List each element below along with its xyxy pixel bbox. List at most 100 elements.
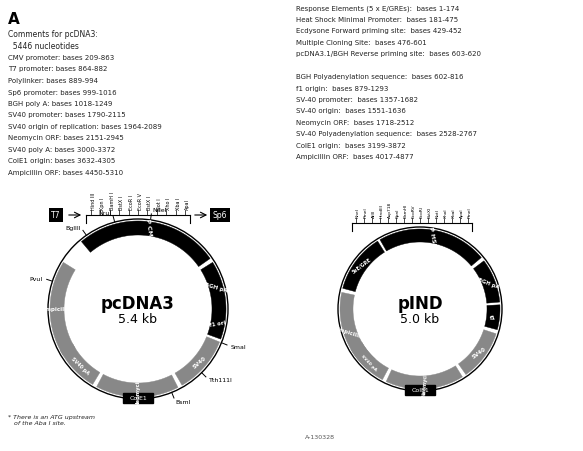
Text: Kpn I: Kpn I [100,197,105,210]
Text: * There is an ATG upstream
   of the Aba I site.: * There is an ATG upstream of the Aba I … [8,414,95,425]
Polygon shape [201,263,226,309]
Text: Hind III: Hind III [91,192,96,210]
Text: SV40 pA: SV40 pA [360,353,378,371]
Text: AflII: AflII [372,209,376,217]
Text: ApaI: ApaI [460,208,464,217]
Text: PmeI: PmeI [468,207,472,217]
Text: HindIII: HindIII [380,204,384,217]
Text: Ampicillin: Ampicillin [335,325,365,339]
Text: Ecdysone Forward priming site:  bases 429-452: Ecdysone Forward priming site: bases 429… [296,28,462,34]
Text: Multiple Cloning Site:  bases 476-601: Multiple Cloning Site: bases 476-601 [296,39,427,46]
Text: Tth111I: Tth111I [209,377,233,382]
Text: XhoI: XhoI [444,208,448,217]
Text: EcoR V: EcoR V [138,193,143,210]
Text: BGH pA: BGH pA [204,281,228,293]
Text: Sp6: Sp6 [213,211,227,220]
Text: EcoR I: EcoR I [128,194,134,210]
Text: EcoRV: EcoRV [412,204,416,217]
Text: SV40 pA: SV40 pA [70,356,90,375]
Text: Polylinker: bases 889-994: Polylinker: bases 889-994 [8,78,98,84]
Text: Response Elements (5 x E/GREs):  bases 1-174: Response Elements (5 x E/GREs): bases 1-… [296,5,459,11]
Text: Neomycin ORF:  bases 1718-2512: Neomycin ORF: bases 1718-2512 [296,120,415,126]
Text: SV40 origin of replication: bases 1964-2089: SV40 origin of replication: bases 1964-2… [8,124,161,130]
Text: NruI: NruI [99,211,112,216]
Text: Not I: Not I [157,198,162,210]
Text: T7: T7 [51,211,61,220]
Text: 5xE/GRE: 5xE/GRE [351,256,372,274]
Text: SmaI: SmaI [231,344,247,349]
Text: 5.0 kb: 5.0 kb [401,313,440,326]
Text: BamHI: BamHI [404,203,408,217]
Text: Neomycin ORF: bases 2151-2945: Neomycin ORF: bases 2151-2945 [8,135,124,141]
Polygon shape [386,366,462,389]
Text: P CMV: P CMV [145,218,153,241]
Text: BGH pA: BGH pA [477,276,500,290]
Text: SV40 poly A: bases 3000-3372: SV40 poly A: bases 3000-3372 [8,147,115,152]
Text: BstX I: BstX I [119,195,124,210]
Text: Ampicillin ORF: bases 4450-5310: Ampicillin ORF: bases 4450-5310 [8,170,123,175]
Text: P HSP: P HSP [429,226,437,248]
Text: Comments for pcDNA3:
  5446 nucleotides: Comments for pcDNA3: 5446 nucleotides [8,30,98,51]
Text: BsmI: BsmI [175,399,191,405]
Text: Ampicillin: Ampicillin [41,307,72,312]
Text: Neomycin: Neomycin [135,376,141,405]
Polygon shape [380,230,482,267]
Polygon shape [351,343,388,380]
Polygon shape [60,344,100,385]
Text: BGH Polyadenylation sequence:  bases 602-816: BGH Polyadenylation sequence: bases 602-… [296,74,463,80]
Polygon shape [82,221,210,267]
Text: Neomycin: Neomycin [422,369,429,396]
Text: Asp718: Asp718 [388,201,392,217]
Text: Sp6 promoter: bases 999-1016: Sp6 promoter: bases 999-1016 [8,89,117,95]
Text: Xba I: Xba I [176,197,181,210]
Text: SV40: SV40 [472,346,487,359]
Text: SV40 promoter: bases 1790-2115: SV40 promoter: bases 1790-2115 [8,112,125,118]
Text: Xho I: Xho I [166,197,171,210]
Text: ColE1 origin: bases 3632-4305: ColE1 origin: bases 3632-4305 [8,158,115,164]
Text: pIND: pIND [397,295,443,312]
Text: BstX I: BstX I [147,195,153,210]
Text: SV-40 origin:  bases 1551-1636: SV-40 origin: bases 1551-1636 [296,108,406,114]
Text: SV40: SV40 [191,355,207,369]
Text: ApaI: ApaI [185,198,190,210]
Text: SV-40 Polyadenylation sequence:  bases 2528-2767: SV-40 Polyadenylation sequence: bases 25… [296,131,477,137]
Text: XbaI: XbaI [452,208,456,217]
Text: Heat Shock Minimal Promoter:  bases 181-475: Heat Shock Minimal Promoter: bases 181-4… [296,17,458,23]
Text: CMV promoter: bases 209-863: CMV promoter: bases 209-863 [8,55,114,61]
Polygon shape [484,305,500,330]
Polygon shape [473,261,500,304]
Text: PvuI: PvuI [30,276,43,281]
Text: T7 promoter: bases 864-882: T7 promoter: bases 864-882 [8,66,107,72]
Text: KpnI: KpnI [396,208,400,217]
Text: NheI: NheI [356,207,360,217]
Text: PmeI: PmeI [364,207,368,217]
Polygon shape [50,263,75,356]
FancyBboxPatch shape [405,385,435,395]
Text: ColE1: ColE1 [411,388,429,393]
Text: A-130328: A-130328 [305,434,335,439]
Polygon shape [97,374,178,397]
Polygon shape [208,309,226,339]
Text: NotI: NotI [436,209,440,217]
Text: ColE1 origin:  bases 3199-3872: ColE1 origin: bases 3199-3872 [296,143,406,149]
Text: pcDNA3.1/BGH Reverse priming site:  bases 603-620: pcDNA3.1/BGH Reverse priming site: bases… [296,51,481,57]
Text: BstXI: BstXI [428,206,432,217]
Polygon shape [340,293,375,368]
Text: Ndel: Ndel [152,208,166,213]
Text: EcoRI: EcoRI [420,206,424,217]
Polygon shape [175,337,220,385]
Text: ColE1: ColE1 [129,396,147,400]
Polygon shape [458,330,496,375]
Text: BglIII: BglIII [65,225,80,230]
FancyBboxPatch shape [123,393,153,403]
Text: f1: f1 [490,314,497,320]
Text: BGH poly A: bases 1018-1249: BGH poly A: bases 1018-1249 [8,101,113,107]
Text: pcDNA3: pcDNA3 [101,295,175,312]
Text: f1 ori: f1 ori [209,319,226,327]
Text: f1 origin:  bases 879-1293: f1 origin: bases 879-1293 [296,85,388,91]
Text: SV-40 promoter:  bases 1357-1682: SV-40 promoter: bases 1357-1682 [296,97,418,103]
Text: Ampicillin ORF:  bases 4017-4877: Ampicillin ORF: bases 4017-4877 [296,154,413,160]
Polygon shape [343,242,385,292]
Text: 5.4 kb: 5.4 kb [118,313,157,326]
Text: A: A [8,12,20,27]
